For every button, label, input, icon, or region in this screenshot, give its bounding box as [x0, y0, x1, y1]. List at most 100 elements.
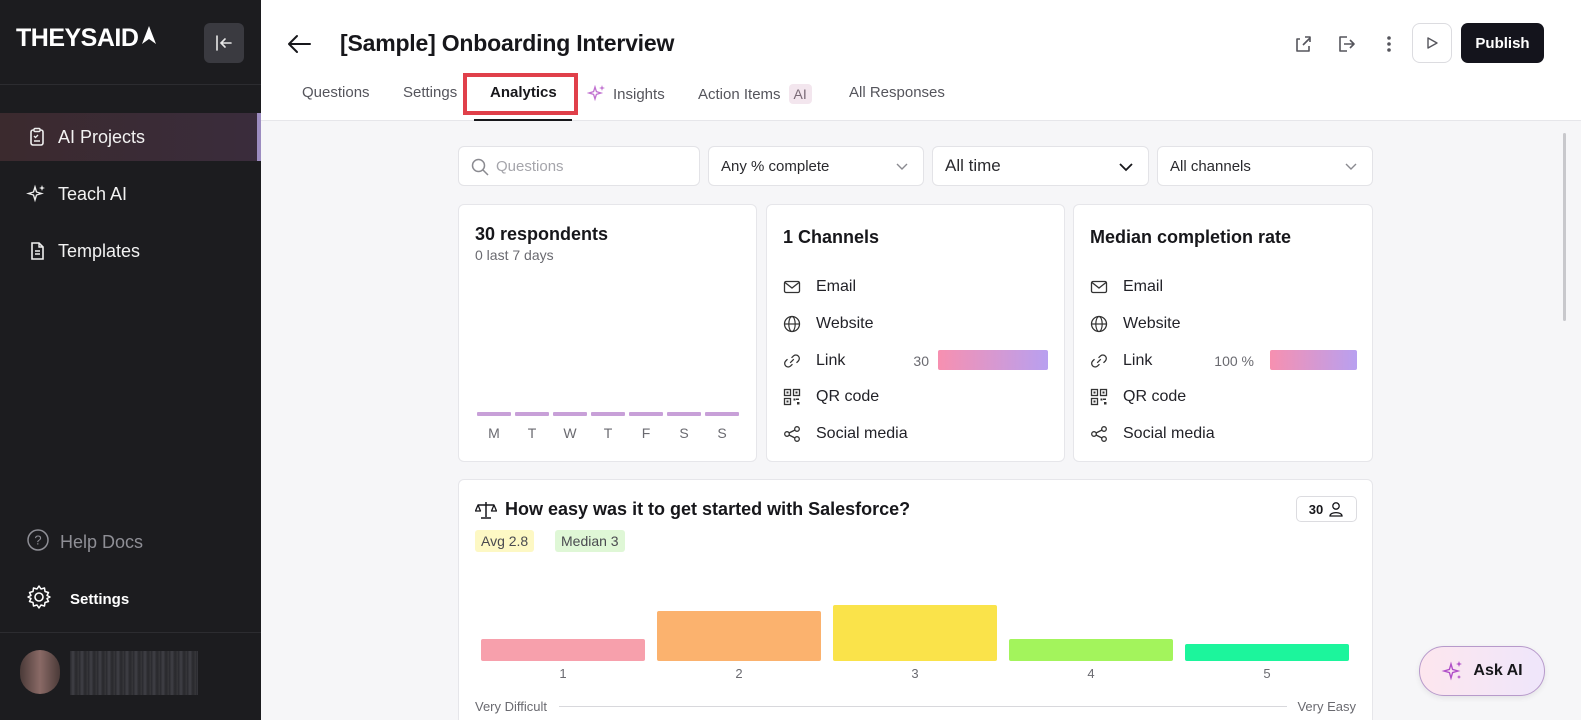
chevron-down-icon	[1345, 163, 1357, 170]
channel-row-website: Website	[783, 312, 874, 336]
channel-row-social-media: Social media	[783, 422, 908, 446]
share-export-icon	[1296, 36, 1311, 52]
rating-bar-1[interactable]	[481, 639, 645, 661]
nav-divider	[0, 84, 261, 85]
more-options-button[interactable]	[1377, 32, 1401, 56]
response-count-badge[interactable]: 30	[1296, 496, 1357, 522]
help-docs-link[interactable]: ? Help Docs	[26, 528, 143, 557]
profile-divider	[0, 632, 261, 633]
avatar[interactable]	[20, 650, 60, 694]
sidebar-item-templates[interactable]: Templates	[0, 227, 261, 275]
qr-icon	[783, 388, 801, 406]
day-label: W	[563, 425, 577, 441]
channel-filter-select[interactable]: All channels	[1157, 146, 1373, 186]
tab-analytics[interactable]: Analytics	[490, 84, 557, 101]
rating-bar-2[interactable]	[657, 611, 821, 661]
channel-value: 100 %	[1214, 352, 1254, 369]
sidebar-item-settings[interactable]: Settings	[26, 584, 129, 614]
header: [Sample] Onboarding Interview Publish Qu…	[261, 0, 1581, 121]
time-filter-value: All time	[945, 156, 1001, 175]
share-button[interactable]	[1291, 32, 1315, 56]
question-title: How easy was it to get started with Sale…	[475, 499, 910, 520]
channel-label: Social media	[1123, 425, 1215, 443]
tab-highlight-box	[463, 73, 578, 115]
question-card: How easy was it to get started with Sale…	[458, 479, 1373, 720]
back-button[interactable]	[285, 30, 313, 58]
day-bar	[515, 412, 549, 416]
active-tab-indicator	[474, 119, 572, 121]
export-button[interactable]	[1334, 32, 1358, 56]
channel-value: 30	[913, 352, 929, 369]
ai-sparkle-icon	[1441, 659, 1465, 683]
day-label: S	[717, 425, 727, 441]
back-arrow-icon	[288, 35, 311, 53]
day-bar	[591, 412, 625, 416]
share-icon	[1090, 425, 1108, 443]
tab-all-responses[interactable]: All Responses	[849, 84, 945, 101]
search-input[interactable]: Questions	[458, 146, 700, 186]
publish-button[interactable]: Publish	[1461, 23, 1544, 63]
respondents-title: 30 respondents	[475, 224, 609, 244]
channel-label: Link	[1123, 351, 1153, 369]
sparkle-icon	[26, 183, 48, 205]
page-title: [Sample] Onboarding Interview	[340, 30, 675, 56]
globe-icon	[783, 315, 801, 333]
time-filter-select[interactable]: All time	[932, 146, 1149, 186]
channel-row-email: Email	[783, 275, 856, 299]
tab-label: Action Items	[698, 85, 781, 103]
scale-divider	[559, 706, 1287, 707]
tab-settings[interactable]: Settings	[403, 84, 458, 101]
logo-text: THEYSAID	[16, 24, 139, 52]
day-label: T	[603, 425, 613, 441]
link-icon	[783, 352, 801, 370]
tab-questions[interactable]: Questions	[302, 84, 370, 101]
logo-mark-icon	[142, 25, 157, 44]
completion-title: Median completion rate	[1090, 227, 1292, 247]
rating-tick-label: 5	[1263, 666, 1271, 681]
sidebar: THEYSAID AI Projects Teach AI Templates …	[0, 0, 261, 720]
sidebar-item-label: Teach AI	[58, 183, 128, 204]
completion-filter-value: Any % complete	[721, 157, 830, 175]
channel-label: Email	[816, 278, 857, 295]
channel-row-qr-code: QR code	[1090, 385, 1186, 409]
tab-action-items[interactable]: Action Items AI	[698, 84, 812, 104]
scrollbar[interactable]	[1563, 133, 1566, 321]
ask-ai-button[interactable]: Ask AI	[1419, 646, 1545, 696]
collapse-icon	[216, 35, 232, 51]
channel-row-social-media: Social media	[1090, 422, 1215, 446]
rating-tick-label: 4	[1087, 666, 1095, 681]
rating-bar-4[interactable]	[1009, 639, 1173, 661]
mail-icon	[783, 278, 801, 296]
day-bar	[629, 412, 663, 416]
sidebar-item-teach-ai[interactable]: Teach AI	[0, 170, 261, 218]
tab-label: Insights	[613, 85, 665, 103]
preview-button[interactable]	[1412, 23, 1452, 63]
logo[interactable]: THEYSAID	[16, 24, 158, 53]
channel-share-bar	[938, 349, 1048, 370]
rating-tick-label: 2	[735, 666, 743, 681]
settings-label: Settings	[70, 590, 130, 608]
rating-bar-5[interactable]	[1185, 644, 1349, 661]
channel-row-qr-code: QR code	[783, 385, 879, 409]
question-text: How easy was it to get started with Sale…	[505, 499, 911, 519]
response-count: 30	[1308, 501, 1324, 517]
completion-filter-select[interactable]: Any % complete	[708, 146, 924, 186]
sidebar-item-ai-projects[interactable]: AI Projects	[0, 113, 261, 161]
chevron-down-icon	[896, 163, 908, 170]
collapse-sidebar-button[interactable]	[204, 23, 244, 63]
share-icon	[783, 425, 801, 443]
scale-min-label: Very Difficult	[475, 699, 548, 714]
export-icon	[1339, 36, 1355, 52]
channel-label: Link	[816, 351, 846, 369]
channel-share-bar	[1270, 349, 1357, 370]
insights-sparkle-icon	[587, 84, 605, 102]
channel-label: QR code	[1123, 388, 1187, 406]
completion-card: Median completion rate Email Website Link 1…	[1073, 204, 1373, 462]
tab-insights[interactable]: Insights	[587, 84, 665, 104]
scale-max-label: Very Easy	[1297, 699, 1356, 714]
rating-bar-3[interactable]	[833, 605, 997, 661]
channel-label: Website	[816, 314, 874, 332]
day-label: M	[488, 425, 500, 441]
help-docs-label: Help Docs	[60, 532, 144, 552]
day-label: F	[641, 425, 651, 441]
